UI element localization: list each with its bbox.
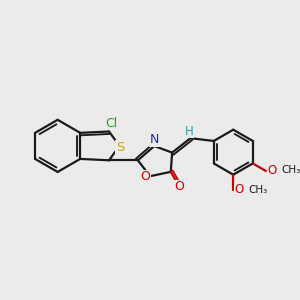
Text: N: N — [150, 134, 159, 146]
Text: O: O — [140, 170, 150, 183]
Text: H: H — [185, 125, 194, 138]
Text: CH₃: CH₃ — [248, 185, 268, 195]
Text: O: O — [174, 180, 184, 194]
Text: O: O — [235, 183, 244, 196]
Text: CH₃: CH₃ — [281, 165, 300, 176]
Text: O: O — [267, 164, 277, 178]
Text: S: S — [116, 141, 124, 154]
Text: Cl: Cl — [105, 117, 117, 130]
